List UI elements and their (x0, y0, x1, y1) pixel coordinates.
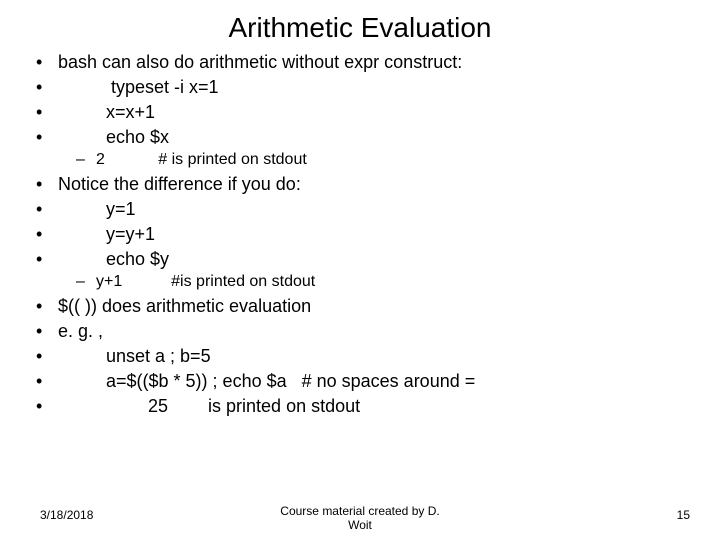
bullet-icon: • (36, 51, 58, 73)
bullet-text: y=1 (58, 198, 136, 220)
bullet-text: a=$(($b * 5)) ; echo $a # no spaces arou… (58, 370, 475, 392)
bullet-icon: • (36, 101, 58, 123)
bullet-echo-x: • echo $x (36, 126, 700, 148)
bullet-typeset: • typeset -i x=1 (36, 76, 700, 98)
bullet-icon: • (36, 395, 58, 417)
bullet-text: typeset -i x=1 (58, 76, 219, 98)
slide: Arithmetic Evaluation • bash can also do… (0, 0, 720, 540)
bullet-notice: • Notice the difference if you do: (36, 173, 700, 195)
subbullet-output-2: – 2 # is printed on stdout (36, 150, 700, 170)
bullet-icon: • (36, 173, 58, 195)
dash-icon: – (76, 150, 96, 170)
subbullet-text: y+1 #is printed on stdout (96, 272, 315, 292)
bullet-icon: • (36, 198, 58, 220)
bullet-echo-y: • echo $y (36, 248, 700, 270)
bullet-icon: • (36, 295, 58, 317)
bullet-text: y=y+1 (58, 223, 155, 245)
bullet-text: x=x+1 (58, 101, 155, 123)
footer-credit-line1: Course material created by D. (280, 504, 439, 518)
bullet-text: e. g. , (58, 320, 103, 342)
bullet-icon: • (36, 126, 58, 148)
bullet-intro: • bash can also do arithmetic without ex… (36, 51, 700, 73)
subbullet-text: 2 # is printed on stdout (96, 150, 307, 170)
bullet-dollar-paren: • $(( )) does arithmetic evaluation (36, 295, 700, 317)
bullet-text: $(( )) does arithmetic evaluation (58, 295, 311, 317)
bullet-eg: • e. g. , (36, 320, 700, 342)
bullet-text: Notice the difference if you do: (58, 173, 301, 195)
slide-body: • bash can also do arithmetic without ex… (0, 51, 720, 417)
bullet-icon: • (36, 248, 58, 270)
subbullet-output-y1: – y+1 #is printed on stdout (36, 272, 700, 292)
bullet-x-assign: • x=x+1 (36, 101, 700, 123)
bullet-icon: • (36, 370, 58, 392)
bullet-y-incr: • y=y+1 (36, 223, 700, 245)
bullet-icon: • (36, 223, 58, 245)
bullet-text: echo $x (58, 126, 169, 148)
bullet-text: echo $y (58, 248, 169, 270)
bullet-unset: • unset a ; b=5 (36, 345, 700, 367)
bullet-icon: • (36, 320, 58, 342)
bullet-y-assign: • y=1 (36, 198, 700, 220)
bullet-text: unset a ; b=5 (58, 345, 211, 367)
bullet-output-25: • 25is printed on stdout (36, 395, 700, 417)
bullet-icon: • (36, 345, 58, 367)
slide-title: Arithmetic Evaluation (0, 0, 720, 48)
footer-credit-line2: Woit (348, 518, 372, 532)
bullet-text: 25is printed on stdout (58, 395, 360, 417)
footer-page: 15 (677, 508, 690, 522)
bullet-text: bash can also do arithmetic without expr… (58, 51, 462, 73)
bullet-a-assign: • a=$(($b * 5)) ; echo $a # no spaces ar… (36, 370, 700, 392)
footer-credit: Course material created by D. Woit (0, 504, 720, 532)
dash-icon: – (76, 272, 96, 292)
bullet-icon: • (36, 76, 58, 98)
